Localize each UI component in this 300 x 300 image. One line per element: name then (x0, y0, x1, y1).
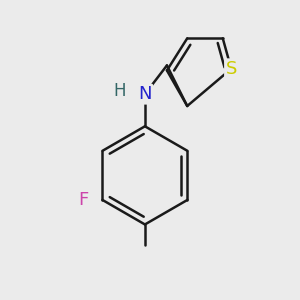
Text: N: N (138, 85, 152, 103)
Text: S: S (226, 60, 237, 78)
Text: H: H (113, 82, 126, 100)
Text: F: F (79, 191, 89, 209)
